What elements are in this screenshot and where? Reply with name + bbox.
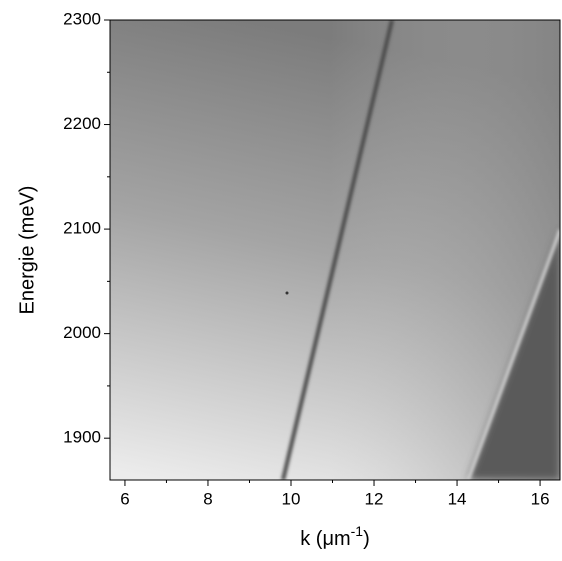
x-axis-label: k (μm-1) (300, 523, 370, 551)
x-tick-label: 14 (448, 489, 467, 508)
speck (285, 291, 289, 295)
x-tick-label: 8 (203, 489, 212, 508)
x-label-close: ) (363, 528, 370, 550)
y-tick-label: 2000 (63, 323, 101, 342)
y-axis-label: Energie (meV) (16, 186, 38, 315)
image (110, 20, 560, 480)
y-tick-label: 2200 (63, 114, 101, 133)
x-tick-label: 10 (282, 489, 301, 508)
y-tick-label: 2100 (63, 219, 101, 238)
dispersion-line (281, 20, 394, 480)
x-tick-label: 12 (365, 489, 384, 508)
x-tick-label: 6 (120, 489, 129, 508)
x-tick-label: 16 (531, 489, 550, 508)
y-tick-label: 1900 (63, 428, 101, 447)
bright-edge (466, 229, 560, 480)
x-label-sup: -1 (351, 523, 364, 539)
x-label-text: k (μm (300, 528, 350, 550)
plot-frame (109, 19, 561, 481)
y-tick-label: 2300 (63, 9, 101, 28)
